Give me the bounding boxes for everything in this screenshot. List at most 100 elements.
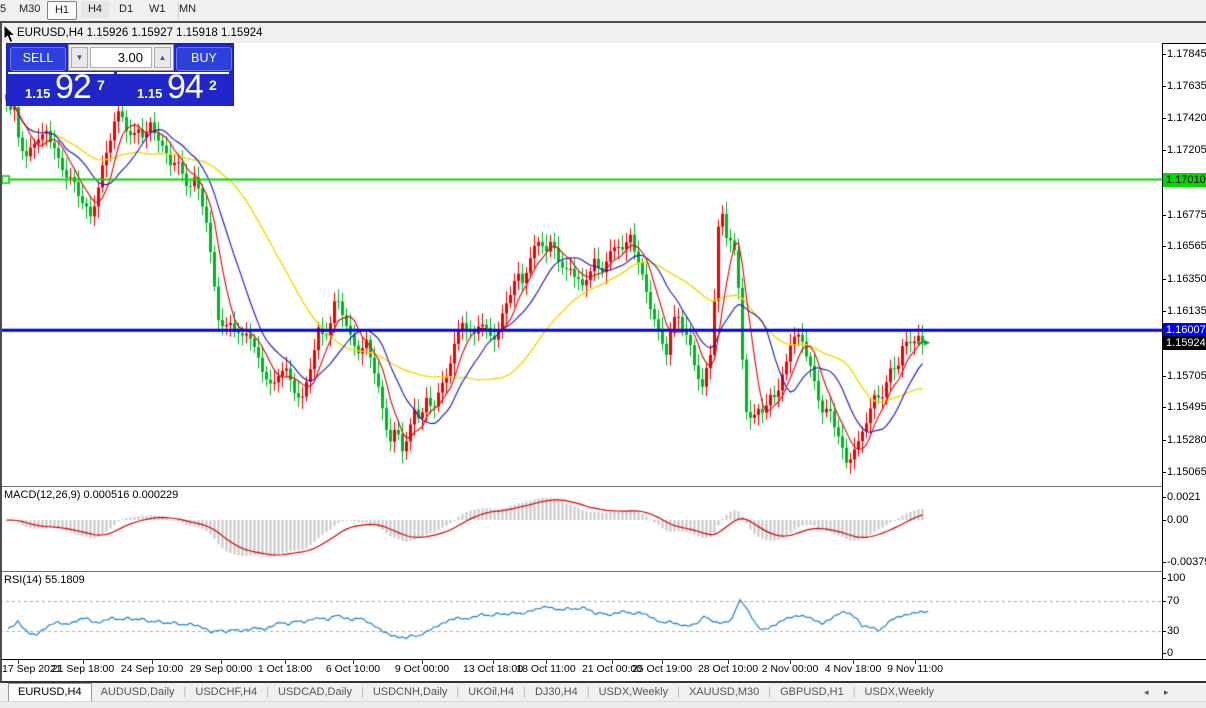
price-axis-tick <box>1162 85 1166 87</box>
chart-tab-gbpusd-h1[interactable]: GBPUSD,H1 <box>780 686 844 698</box>
time-axis-tick <box>612 660 613 664</box>
buy-price-big: 94 <box>167 68 204 106</box>
price-axis-tick <box>1162 117 1166 119</box>
price-tick-label: 1.15705 <box>1167 369 1206 382</box>
macd-axis-tick <box>1162 496 1166 498</box>
time-axis-tick <box>353 660 354 664</box>
price-axis-tick <box>1162 214 1166 216</box>
price-tick-label: 1.17420 <box>1167 111 1206 124</box>
status-strip <box>0 701 1206 708</box>
sell-button[interactable]: SELL <box>10 47 66 71</box>
mouse-cursor-icon <box>3 25 16 44</box>
buy-price-panel[interactable]: 1.15 94 2 <box>117 68 229 106</box>
rsi-axis-tick <box>1162 578 1166 579</box>
price-tick-label: 1.16565 <box>1167 240 1206 253</box>
price-axis-tick <box>1162 278 1166 280</box>
timeframe-button-d1[interactable]: D1 <box>119 3 134 15</box>
rsi-panel-canvas[interactable] <box>0 572 1162 659</box>
buy-button[interactable]: BUY <box>176 47 232 71</box>
hline-label-green: 1.17010 <box>1163 172 1206 187</box>
time-axis-tick <box>790 660 791 664</box>
macd-axis-tick <box>1162 562 1166 564</box>
timeframe-button-h1[interactable]: H1 <box>47 1 77 20</box>
time-label: 21 Sep 18:00 <box>51 663 115 675</box>
chart-tab-audusd-daily[interactable]: AUDUSD,Daily <box>100 686 175 698</box>
chart-tab-ukoil-h4[interactable]: UKOil,H4 <box>468 686 515 698</box>
chart-tab-dj30-h4[interactable]: DJ30,H4 <box>534 686 578 698</box>
timeframe-button-5[interactable]: 5 <box>0 3 7 15</box>
time-axis-tick <box>83 660 84 664</box>
timeframe-button-h4[interactable]: H4 <box>81 1 109 18</box>
price-axis-tick <box>1162 54 1166 55</box>
time-axis-tick <box>221 660 222 664</box>
macd-panel-canvas[interactable] <box>0 487 1162 571</box>
rsi-tick-label: 70 <box>1167 594 1180 607</box>
chart-tab-usdcad-daily[interactable]: USDCAD,Daily <box>278 686 352 698</box>
time-axis-tick <box>493 660 494 664</box>
timeframe-toolbar: 5 M30 H1 H4 D1 W1 MN <box>0 0 1206 22</box>
window-edge <box>0 21 1206 23</box>
chart-tab-xauusd-m30[interactable]: XAUUSD,M30 <box>688 686 760 698</box>
time-axis-tick <box>853 660 854 664</box>
time-label: 29 Sep 00:00 <box>189 663 253 675</box>
tab-separator: | <box>677 686 680 698</box>
macd-tick-label: -0.00379 <box>1167 556 1206 569</box>
chart-tab-usdchf-h4[interactable]: USDCHF,H4 <box>195 686 258 698</box>
time-axis-tick <box>546 660 547 664</box>
tabbar-separator <box>0 681 1206 683</box>
macd-tick-label: 0.0021 <box>1167 490 1201 503</box>
sell-price-small: 1.15 <box>25 86 51 101</box>
volume-input[interactable] <box>90 47 152 68</box>
hline-label-blue: 1.16007 <box>1163 323 1206 338</box>
price-tick-label: 1.15065 <box>1167 466 1206 478</box>
rsi-axis[interactable]: 100 70 30 0 <box>1162 572 1206 659</box>
price-tick-label: 1.15495 <box>1167 401 1206 414</box>
time-label: 1 Oct 18:00 <box>257 663 313 675</box>
tab-separator: | <box>456 686 460 698</box>
price-axis-border <box>1162 43 1163 659</box>
volume-spinner: ▼ ▲ <box>68 44 174 71</box>
chart-tab-bar: EURUSD,H4 AUDUSD,Daily | USDCHF,H4 | USDCAD,D… <box>0 683 1206 702</box>
rsi-tick-label: 0 <box>1167 647 1174 659</box>
chart-tab-usdcnh-daily[interactable]: USDCNH,Daily <box>372 686 448 698</box>
price-axis[interactable]: 1.178451.176351.174201.172051.169901.167… <box>1162 43 1206 486</box>
price-axis-tick <box>1162 311 1166 313</box>
pane-separator-rsi[interactable] <box>0 571 1162 572</box>
chart-title: EURUSD,H4 1.15926 1.15927 1.15918 1.1592… <box>17 27 263 39</box>
tab-separator: | <box>266 686 269 698</box>
sell-price-panel[interactable]: 1.15 92 7 <box>8 68 114 106</box>
price-axis-tick <box>1162 246 1166 248</box>
tab-separator: | <box>523 686 526 698</box>
rsi-axis-tick <box>1162 600 1166 602</box>
time-axis-tick <box>662 660 663 664</box>
volume-up-icon[interactable]: ▲ <box>154 47 171 68</box>
timeframe-button-w1[interactable]: W1 <box>149 3 166 15</box>
time-axis-tick <box>728 660 729 664</box>
timeframe-button-m30[interactable]: M30 <box>19 3 41 15</box>
time-axis-border <box>0 659 1206 660</box>
tab-scroll-left-icon[interactable]: ◂ <box>1144 687 1149 697</box>
time-label: 9 Nov 11:00 <box>887 663 943 675</box>
time-label: 18 Oct 11:00 <box>516 663 576 675</box>
macd-axis[interactable]: 0.0021 0.00 -0.00379 <box>1162 487 1206 571</box>
tab-scroll-right-icon[interactable]: ▸ <box>1164 687 1169 697</box>
tab-separator: | <box>852 686 856 698</box>
time-axis-tick <box>18 660 19 664</box>
chart-title-bar: EURUSD,H4 1.15926 1.15927 1.15918 1.1592… <box>0 23 1206 44</box>
last-price-label: 1.15924 <box>1163 335 1206 350</box>
buy-price-small: 1.15 <box>137 86 163 101</box>
pane-separator-macd[interactable] <box>0 486 1162 487</box>
chart-tab-eurusd-h4[interactable]: EURUSD,H4 <box>8 683 92 702</box>
macd-tick-label: 0.00 <box>1167 514 1189 526</box>
price-axis-tick <box>1162 472 1166 473</box>
chart-tab-usdx-weekly[interactable]: USDX,Weekly <box>864 686 935 698</box>
time-label: 4 Nov 18:00 <box>824 663 882 675</box>
volume-down-icon[interactable]: ▼ <box>71 47 88 68</box>
time-axis[interactable]: 17 Sep 2021 21 Sep 18:00 24 Sep 10:00 29 Se… <box>0 660 1206 681</box>
price-chart-canvas[interactable] <box>0 43 1162 486</box>
time-axis-tick <box>422 660 423 664</box>
timeframe-button-mn[interactable]: MN <box>179 3 197 15</box>
chart-tab-usdx-weekly[interactable]: USDX,Weekly <box>598 686 669 698</box>
tab-separator: | <box>183 686 187 698</box>
